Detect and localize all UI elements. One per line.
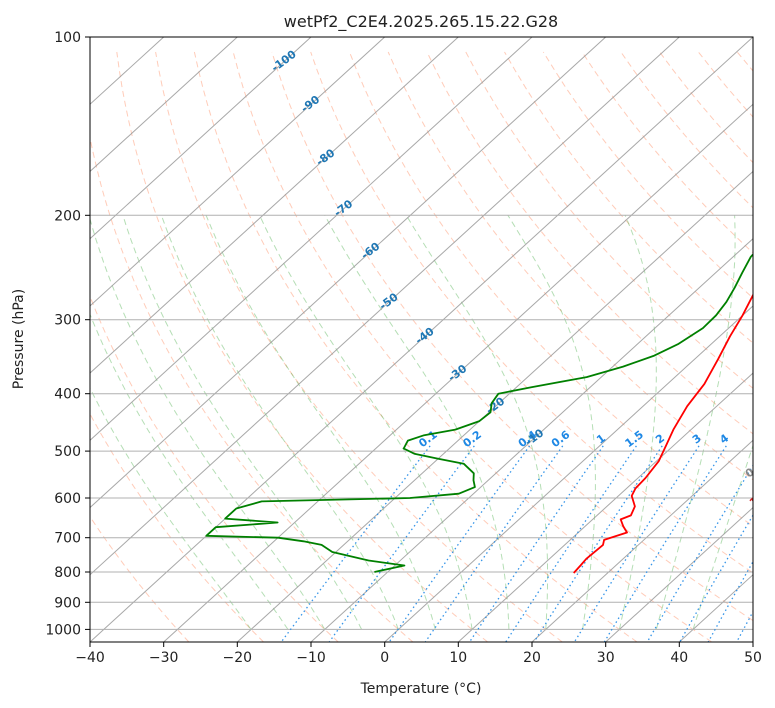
dry-adiabat-line (542, 51, 753, 299)
dry-adiabat-line (310, 51, 753, 574)
dry-adiabat-line (90, 412, 264, 642)
isotherm-value-label: 10 (747, 490, 767, 510)
mixing-ratio-line (388, 445, 531, 642)
isotherm-line (531, 439, 753, 642)
x-tick-label: −20 (223, 650, 253, 666)
x-tick-label: −40 (75, 650, 105, 666)
dry-adiabat-line (90, 515, 190, 642)
mixing-ratio-line (679, 514, 753, 642)
isotherm-value-label: 20 (751, 524, 771, 544)
dry-adiabat-line (504, 51, 753, 344)
mixing-ratio-line (424, 445, 564, 642)
isotherm-line (90, 37, 607, 509)
dry-adiabat-line (116, 51, 488, 642)
dry-adiabat-line (155, 51, 563, 642)
y-tick-label: 200 (54, 208, 81, 224)
profile-series (205, 253, 753, 574)
isotherm-line (457, 372, 753, 642)
dry-adiabat-line (90, 135, 414, 642)
moist-adiabat-line (122, 215, 363, 630)
mixing-ratio-line (468, 445, 604, 642)
y-tick-label: 600 (54, 491, 81, 507)
background-grid (90, 37, 753, 642)
isotherm-line (90, 37, 238, 173)
x-tick-label: −10 (296, 650, 326, 666)
dry-adiabat-line (193, 51, 638, 642)
mixing-ratio-line (533, 445, 663, 642)
y-tick-label: 800 (54, 565, 81, 581)
x-axis: −40 −30 −20 −10 0 10 20 30 40 50 (75, 642, 762, 666)
isotherm-line (384, 305, 753, 642)
dewpoint-profile-line (205, 253, 753, 573)
dry-adiabat-line (465, 51, 753, 389)
y-axis: 1000 900 800 700 600 500 400 300 200 100 (45, 30, 90, 638)
y-tick-label: 500 (54, 444, 81, 460)
dry-adiabat-line (271, 51, 753, 622)
mixing-ratio-line (707, 560, 753, 642)
mixing-ratio-line (280, 445, 431, 642)
x-tick-label: 50 (744, 650, 762, 666)
x-tick-label: 0 (380, 650, 389, 666)
isotherm-line (163, 103, 753, 642)
y-tick-label: 400 (54, 387, 81, 403)
plot-frame (89, 36, 754, 643)
isotherm-line (90, 37, 533, 442)
x-tick-label: 20 (523, 650, 541, 666)
y-tick-label: 700 (54, 531, 81, 547)
isotherm-line (310, 237, 753, 642)
isotherm-line (90, 37, 312, 240)
temperature-profile-line (573, 293, 753, 574)
chart-title: wetPf2_C2E4.2025.265.15.22.G28 (284, 12, 558, 32)
y-tick-label: 900 (54, 595, 81, 611)
isotherm-line (90, 37, 459, 374)
y-tick-label: 300 (54, 313, 81, 329)
dry-adiabat-line (349, 51, 753, 527)
dry-adiabat-line (426, 51, 753, 435)
x-tick-label: 30 (597, 650, 615, 666)
x-tick-label: 10 (449, 650, 467, 666)
isotherm-line (236, 170, 753, 642)
y-axis-label: Pressure (hPa) (11, 289, 27, 389)
y-tick-label: 1000 (45, 622, 81, 638)
isotherm-line (90, 37, 753, 642)
mixing-ratio-line (646, 464, 753, 642)
x-axis-label: Temperature (°C) (360, 681, 482, 697)
dry-adiabat-line (90, 295, 339, 642)
mixing-ratio-line (328, 445, 475, 642)
isotherm-line (90, 37, 386, 307)
mixing-ratio-line (603, 445, 727, 642)
isotherm-value-label: 0 (743, 465, 757, 480)
y-tick-label: 100 (54, 30, 81, 46)
mixing-ratio-line (505, 445, 637, 642)
x-tick-label: 40 (670, 650, 688, 666)
dry-adiabat-line (387, 51, 753, 481)
isotherm-line (90, 37, 680, 576)
isotherm-line (605, 506, 753, 642)
x-tick-label: −30 (149, 650, 179, 666)
